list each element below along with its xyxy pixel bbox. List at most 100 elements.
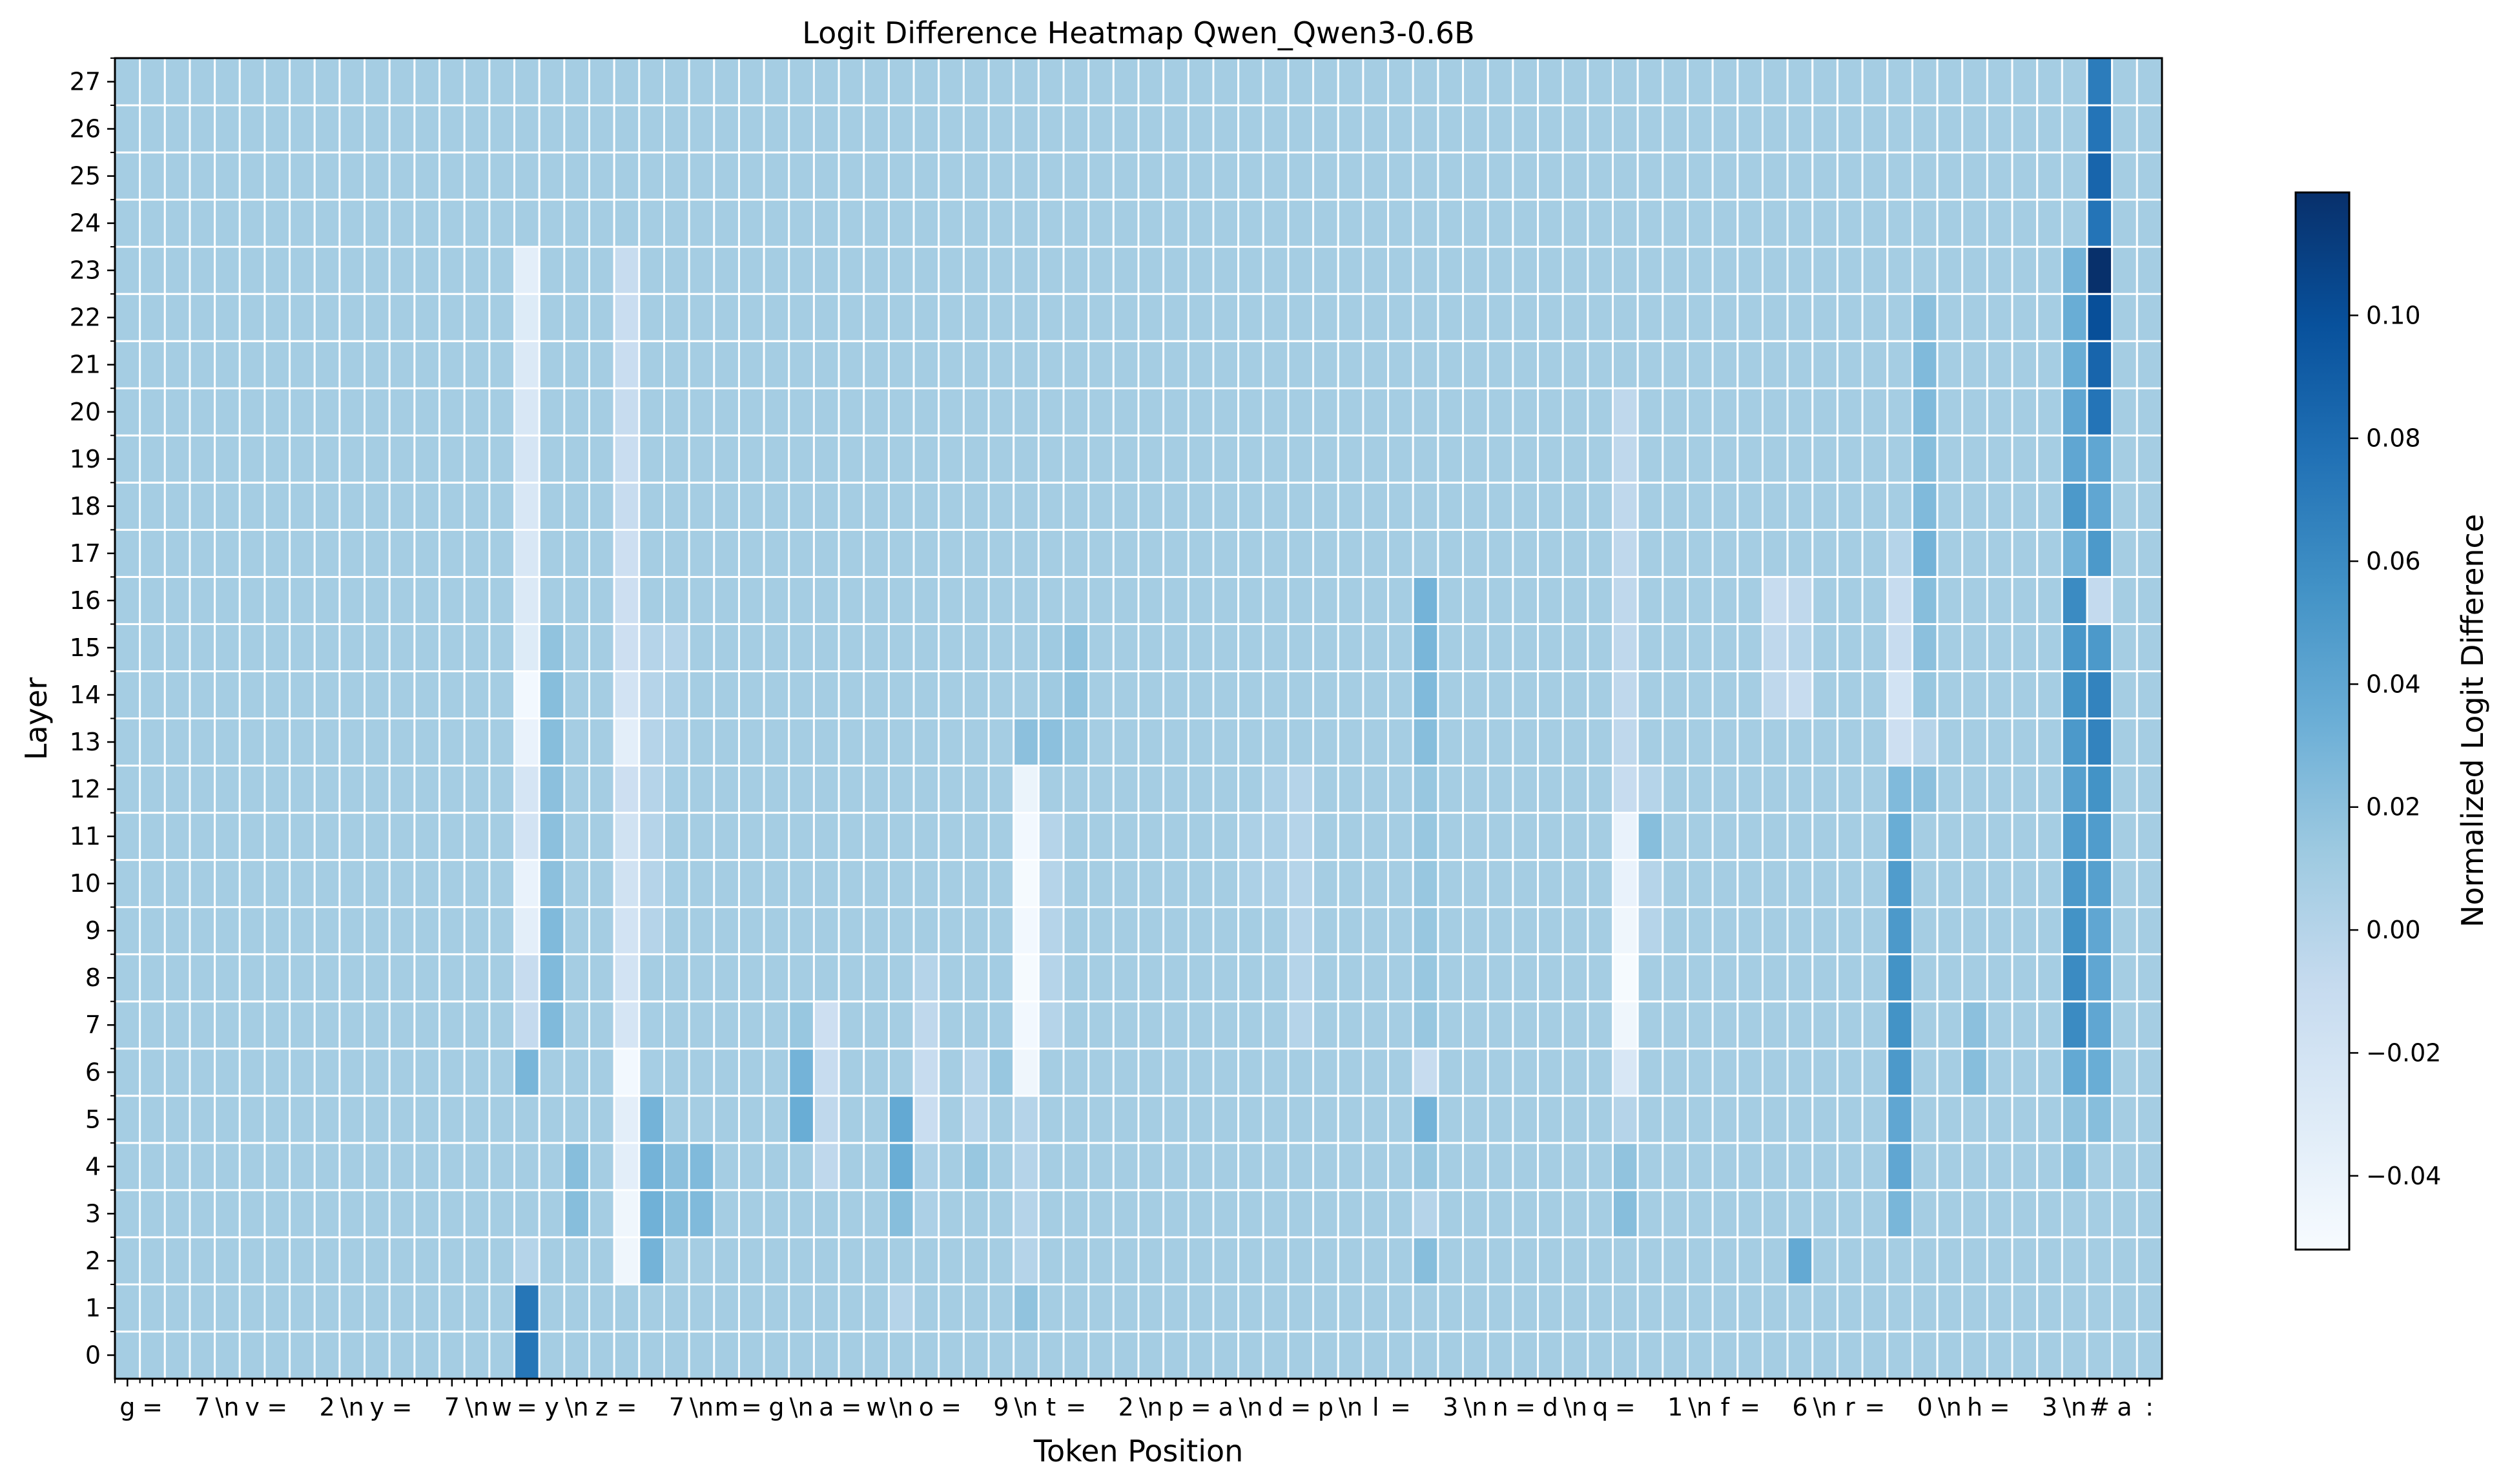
heatmap-cell (737, 528, 765, 578)
heatmap-cell (1187, 340, 1215, 389)
heatmap-cell (1587, 481, 1614, 531)
heatmap-cell (1561, 245, 1589, 295)
heatmap-cell (2136, 57, 2163, 107)
heatmap-cell (1362, 293, 1390, 342)
heatmap-cell (1537, 293, 1564, 342)
heatmap-cell (1612, 812, 1639, 861)
heatmap-cell (663, 906, 690, 956)
heatmap-cell (1487, 906, 1514, 956)
heatmap-cell (513, 528, 540, 578)
heatmap-cell (313, 434, 341, 484)
heatmap-cell (1786, 717, 1814, 767)
heatmap-cell (1836, 245, 1864, 295)
heatmap-cell (987, 1189, 1015, 1239)
heatmap-cell (1961, 717, 1988, 767)
heatmap-cell (114, 340, 141, 389)
heatmap-cell (1362, 198, 1390, 248)
heatmap-cell (1662, 104, 1689, 154)
heatmap-cell (1911, 859, 1939, 909)
heatmap-cell (2061, 670, 2088, 719)
heatmap-cell (663, 528, 690, 578)
heatmap-cell (588, 1095, 615, 1144)
x-axis-label: Token Position (1033, 1434, 1244, 1469)
heatmap-cell (863, 1000, 890, 1050)
heatmap-cell (2086, 1000, 2114, 1050)
heatmap-cell (1162, 812, 1189, 861)
heatmap-cell (1587, 1095, 1614, 1144)
heatmap-cell (1711, 812, 1739, 861)
heatmap-cell (1262, 623, 1290, 672)
x-tick-label: 3 (1443, 1393, 1458, 1421)
heatmap-cell (1162, 623, 1189, 672)
heatmap-cell (2086, 198, 2114, 248)
heatmap-cell (163, 151, 191, 201)
heatmap-cell (812, 1095, 840, 1144)
heatmap-cell (1936, 198, 1964, 248)
heatmap-cell (1686, 717, 1714, 767)
heatmap-cell (1961, 1189, 1988, 1239)
heatmap-cell (1212, 1283, 1240, 1333)
heatmap-cell (1986, 1189, 2013, 1239)
heatmap-cell (1936, 1330, 1964, 1380)
heatmap-cell (1961, 575, 1988, 625)
heatmap-cell (1936, 151, 1964, 201)
heatmap-cell (263, 340, 291, 389)
heatmap-cell (1686, 198, 1714, 248)
heatmap-cell (1137, 1047, 1165, 1097)
heatmap-cell (1187, 293, 1215, 342)
heatmap-cell (1087, 104, 1115, 154)
heatmap-cell (987, 387, 1015, 437)
heatmap-cell (1462, 1189, 1489, 1239)
heatmap-cell (1112, 670, 1140, 719)
heatmap-cell (1662, 481, 1689, 531)
heatmap-cell (513, 434, 540, 484)
heatmap-cell (962, 1095, 990, 1144)
heatmap-cell (1212, 293, 1240, 342)
heatmap-cell (1437, 670, 1465, 719)
heatmap-cell (1462, 1330, 1489, 1380)
heatmap-cell (139, 1000, 166, 1050)
heatmap-cell (1137, 765, 1165, 814)
heatmap-cell (1137, 387, 1165, 437)
x-tick-label: 0 (1917, 1393, 1933, 1421)
heatmap-cell (713, 387, 740, 437)
heatmap-cell (863, 953, 890, 1003)
heatmap-cell (388, 575, 416, 625)
heatmap-cell (1037, 812, 1065, 861)
heatmap-cell (912, 906, 940, 956)
heatmap-cell (1761, 1095, 1789, 1144)
heatmap-cell (1537, 104, 1564, 154)
heatmap-cell (1312, 1095, 1339, 1144)
heatmap-cell (1662, 1000, 1689, 1050)
heatmap-cell (1312, 765, 1339, 814)
heatmap-cell (2036, 198, 2063, 248)
heatmap-cell (388, 481, 416, 531)
heatmap-cell (1836, 575, 1864, 625)
heatmap-cell (1187, 575, 1215, 625)
heatmap-cell (1662, 57, 1689, 107)
heatmap-cell (1886, 1000, 1913, 1050)
heatmap-cell (1412, 528, 1439, 578)
heatmap-cell (912, 1095, 940, 1144)
heatmap-cell (987, 151, 1015, 201)
heatmap-cell (1487, 623, 1514, 672)
heatmap-cell (313, 245, 341, 295)
heatmap-cell (189, 481, 216, 531)
heatmap-cell (1961, 340, 1988, 389)
heatmap-cell (513, 104, 540, 154)
heatmap-cell (488, 765, 516, 814)
heatmap-cell (238, 1047, 266, 1097)
heatmap-cell (463, 1142, 491, 1191)
heatmap-cell (1287, 387, 1315, 437)
heatmap-cell (1387, 481, 1414, 531)
heatmap-cell (1636, 481, 1664, 531)
heatmap-cell (338, 198, 366, 248)
heatmap-cell (2136, 670, 2163, 719)
heatmap-cell (438, 151, 466, 201)
heatmap-cell (1112, 1047, 1140, 1097)
heatmap-cell (1587, 528, 1614, 578)
heatmap-cell (1512, 104, 1539, 154)
heatmap-cell (163, 1000, 191, 1050)
heatmap-cell (962, 1189, 990, 1239)
heatmap-cell (238, 670, 266, 719)
